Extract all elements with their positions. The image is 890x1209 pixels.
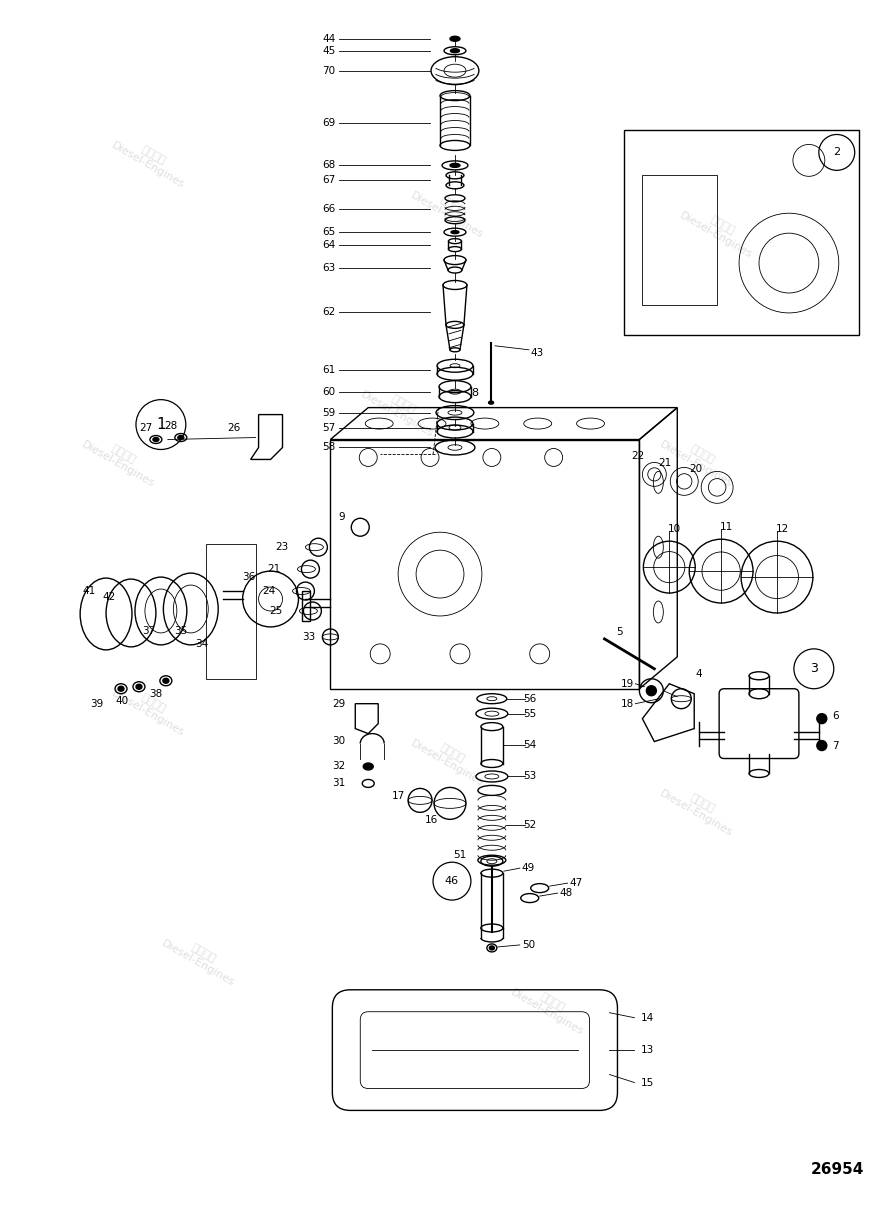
Text: 紫发动力
Diesel-Engines: 紫发动力 Diesel-Engines xyxy=(159,929,242,988)
Text: 紫发动力
Diesel-Engines: 紫发动力 Diesel-Engines xyxy=(508,978,591,1037)
Text: 68: 68 xyxy=(322,161,336,170)
Text: 4: 4 xyxy=(696,669,702,678)
Text: 6: 6 xyxy=(832,711,838,721)
Text: 41: 41 xyxy=(83,586,96,596)
Text: 9: 9 xyxy=(339,513,345,522)
Text: 17: 17 xyxy=(392,792,405,802)
Text: 7: 7 xyxy=(832,741,838,751)
Text: 26954: 26954 xyxy=(810,1162,863,1178)
Text: 30: 30 xyxy=(332,735,345,746)
Ellipse shape xyxy=(450,163,460,167)
Text: 24: 24 xyxy=(263,586,276,596)
Text: 45: 45 xyxy=(322,46,336,56)
Text: 54: 54 xyxy=(523,740,537,750)
Text: 紫发动力
Diesel-Engines: 紫发动力 Diesel-Engines xyxy=(109,131,192,190)
Text: 60: 60 xyxy=(322,387,336,397)
Text: 23: 23 xyxy=(275,542,288,553)
Ellipse shape xyxy=(451,231,459,233)
Text: 20: 20 xyxy=(690,464,703,474)
Text: 50: 50 xyxy=(522,939,535,950)
Ellipse shape xyxy=(450,48,459,53)
Text: 47: 47 xyxy=(570,878,583,889)
Text: 59: 59 xyxy=(322,407,336,417)
Text: 43: 43 xyxy=(531,348,544,358)
Ellipse shape xyxy=(178,435,184,440)
Text: 5: 5 xyxy=(616,627,623,637)
Text: 15: 15 xyxy=(641,1077,654,1088)
Text: 紫发动力
Diesel-Engines: 紫发动力 Diesel-Engines xyxy=(658,429,740,490)
Ellipse shape xyxy=(489,401,494,404)
Ellipse shape xyxy=(363,763,373,770)
Text: 2: 2 xyxy=(833,147,840,157)
Ellipse shape xyxy=(118,687,124,692)
Text: 67: 67 xyxy=(322,175,336,185)
Text: 18: 18 xyxy=(621,699,635,708)
Text: 34: 34 xyxy=(196,638,209,649)
Text: 26: 26 xyxy=(227,423,240,433)
Text: 1: 1 xyxy=(156,417,166,432)
Text: 53: 53 xyxy=(523,771,537,781)
Text: 31: 31 xyxy=(332,779,345,788)
Text: 57: 57 xyxy=(322,423,336,433)
Text: 33: 33 xyxy=(303,632,315,642)
Text: 3: 3 xyxy=(810,663,818,676)
Text: 紫发动力
Diesel-Engines: 紫发动力 Diesel-Engines xyxy=(409,729,491,788)
Text: 49: 49 xyxy=(522,863,535,873)
Text: 69: 69 xyxy=(322,118,336,128)
Text: 44: 44 xyxy=(322,34,336,44)
Text: 21: 21 xyxy=(659,458,672,468)
Text: 19: 19 xyxy=(621,678,635,689)
Text: 42: 42 xyxy=(102,592,116,602)
Text: 14: 14 xyxy=(641,1013,654,1023)
Text: 紫发动力
Diesel-Engines: 紫发动力 Diesel-Engines xyxy=(109,678,192,739)
Text: 16: 16 xyxy=(425,815,438,826)
Text: 39: 39 xyxy=(90,699,103,708)
Text: 29: 29 xyxy=(332,699,345,708)
Text: 11: 11 xyxy=(719,522,732,532)
Text: 36: 36 xyxy=(242,572,255,582)
Text: 58: 58 xyxy=(322,442,336,452)
Text: 40: 40 xyxy=(116,695,129,706)
Text: 32: 32 xyxy=(332,762,345,771)
Text: 62: 62 xyxy=(322,307,336,318)
Text: 紫发动力
Diesel-Engines: 紫发动力 Diesel-Engines xyxy=(359,380,441,440)
Ellipse shape xyxy=(490,945,494,950)
Text: 22: 22 xyxy=(631,451,644,462)
Text: 37: 37 xyxy=(142,626,156,636)
Text: 56: 56 xyxy=(523,694,537,704)
Text: 46: 46 xyxy=(445,877,459,886)
Text: 27: 27 xyxy=(140,423,152,433)
Text: 紫发动力
Diesel-Engines: 紫发动力 Diesel-Engines xyxy=(658,779,740,838)
Text: 12: 12 xyxy=(775,525,789,534)
Circle shape xyxy=(646,686,656,695)
Text: 65: 65 xyxy=(322,227,336,237)
Text: 51: 51 xyxy=(454,850,467,861)
Text: 55: 55 xyxy=(523,708,537,718)
Text: 48: 48 xyxy=(560,889,573,898)
Text: 13: 13 xyxy=(641,1045,654,1055)
Circle shape xyxy=(817,741,827,751)
Circle shape xyxy=(817,713,827,724)
Text: 35: 35 xyxy=(174,626,188,636)
Text: 8: 8 xyxy=(472,388,479,398)
Ellipse shape xyxy=(153,438,159,441)
Ellipse shape xyxy=(450,36,460,41)
Text: 52: 52 xyxy=(523,821,537,831)
Text: 25: 25 xyxy=(270,606,282,615)
Text: 61: 61 xyxy=(322,365,336,375)
Text: 紫发动力
Diesel-Engines: 紫发动力 Diesel-Engines xyxy=(678,201,760,260)
Text: 70: 70 xyxy=(322,65,336,76)
Text: 66: 66 xyxy=(322,204,336,214)
Text: 38: 38 xyxy=(150,689,163,699)
Ellipse shape xyxy=(136,684,142,689)
Text: 紫发动力
Diesel-Engines: 紫发动力 Diesel-Engines xyxy=(80,429,162,490)
Text: 28: 28 xyxy=(165,421,177,430)
Text: 64: 64 xyxy=(322,241,336,250)
Ellipse shape xyxy=(163,678,169,683)
Text: 10: 10 xyxy=(668,525,681,534)
Text: 紫发动力
Diesel-Engines: 紫发动力 Diesel-Engines xyxy=(409,180,491,241)
Text: 63: 63 xyxy=(322,264,336,273)
Text: 21: 21 xyxy=(267,565,280,574)
